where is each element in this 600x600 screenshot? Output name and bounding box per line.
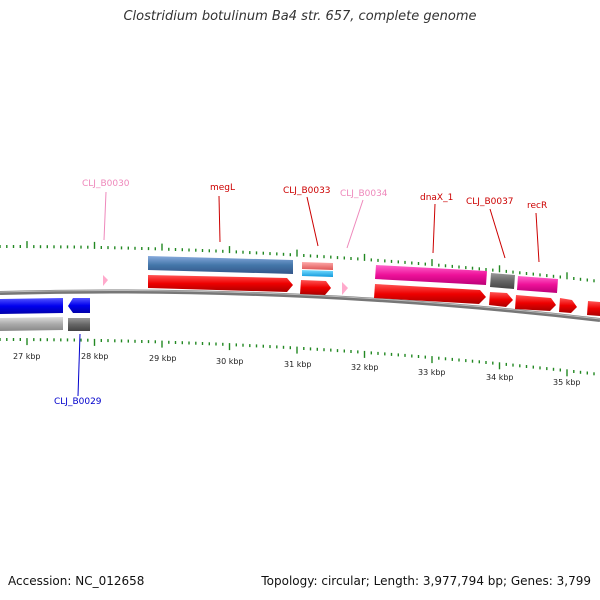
cds-recr[interactable] bbox=[515, 295, 556, 311]
gene-meglab-steel[interactable] bbox=[148, 256, 293, 274]
gene-clj-b0030[interactable] bbox=[103, 275, 108, 286]
leader-clj-b0037 bbox=[489, 208, 506, 259]
accession-text: Accession: NC_012658 bbox=[8, 574, 145, 588]
axis-label-32kbp: 32 kbp bbox=[351, 363, 379, 372]
label-clj-b0030[interactable]: CLJ_B0030 bbox=[82, 179, 130, 189]
gene-clj-b0037[interactable] bbox=[490, 273, 515, 289]
page-title: Clostridium botulinum Ba4 str. 657, comp… bbox=[123, 9, 477, 24]
gene-dnax-1[interactable] bbox=[375, 265, 487, 285]
label-dnax-1[interactable]: dnaX_1 bbox=[420, 193, 453, 203]
label-clj-b0029[interactable]: CLJ_B0029 bbox=[54, 397, 102, 407]
label-clj-b0033[interactable]: CLJ_B0033 bbox=[283, 186, 331, 196]
genome-backbone-highlight bbox=[0, 290, 600, 320]
axis-label-35kbp: 35 kbp bbox=[553, 378, 581, 387]
cds-clj-b0033[interactable] bbox=[300, 280, 331, 295]
gene-labels: CLJ_B0030 megL CLJ_B0033 CLJ_B0034 dnaX_… bbox=[54, 179, 547, 407]
axis-label-29kbp: 29 kbp bbox=[149, 354, 177, 363]
leader-clj-b0034 bbox=[346, 199, 364, 249]
cds-dnax-1[interactable] bbox=[374, 284, 486, 304]
leader-dnax-1 bbox=[432, 203, 436, 254]
axis-label-27kbp: 27 kbp bbox=[13, 352, 41, 361]
gene-clj-b0033-cyan[interactable] bbox=[302, 270, 333, 277]
label-leaders bbox=[77, 191, 540, 397]
inner-tick-ring bbox=[0, 338, 595, 377]
label-clj-b0034[interactable]: CLJ_B0034 bbox=[340, 189, 388, 199]
outer-tick-ring bbox=[0, 241, 595, 283]
leader-clj-b0029 bbox=[77, 333, 81, 397]
leader-megl bbox=[218, 195, 221, 243]
axis-label-33kbp: 33 kbp bbox=[418, 368, 446, 377]
feature-track-reverse bbox=[0, 298, 90, 331]
axis-label-28kbp: 28 kbp bbox=[81, 352, 109, 361]
axis-labels: 27 kbp 28 kbp 29 kbp 30 kbp 31 kbp 32 kb… bbox=[13, 352, 581, 387]
leader-clj-b0030 bbox=[103, 191, 107, 241]
gene-reverse-dark-gray[interactable] bbox=[68, 318, 90, 331]
feature-track-top bbox=[103, 256, 558, 295]
axis-label-31kbp: 31 kbp bbox=[284, 360, 312, 369]
gene-reverse-gray[interactable] bbox=[0, 317, 63, 331]
axis-label-30kbp: 30 kbp bbox=[216, 357, 244, 366]
genome-summary-text: Topology: circular; Length: 3,977,794 bp… bbox=[261, 574, 591, 588]
gene-clj-b0033-upper[interactable] bbox=[302, 262, 333, 270]
gene-clj-b0034[interactable] bbox=[342, 282, 348, 295]
cds-megl[interactable] bbox=[148, 275, 293, 292]
leader-recr bbox=[535, 212, 540, 263]
gene-clj-b0029[interactable] bbox=[68, 298, 90, 313]
leader-clj-b0033 bbox=[306, 196, 319, 247]
axis-label-34kbp: 34 kbp bbox=[486, 373, 514, 382]
cds-next[interactable] bbox=[559, 298, 577, 313]
label-megl[interactable]: megL bbox=[210, 183, 235, 193]
label-clj-b0037[interactable]: CLJ_B0037 bbox=[466, 197, 514, 207]
cds-clj-b0037[interactable] bbox=[489, 292, 513, 307]
cds-edge[interactable] bbox=[587, 301, 600, 316]
label-recr[interactable]: recR bbox=[527, 201, 547, 211]
genome-backbone bbox=[0, 289, 600, 322]
gene-reverse-blue[interactable] bbox=[0, 298, 63, 314]
feature-track-cds bbox=[148, 275, 600, 316]
gene-recr[interactable] bbox=[517, 276, 558, 293]
